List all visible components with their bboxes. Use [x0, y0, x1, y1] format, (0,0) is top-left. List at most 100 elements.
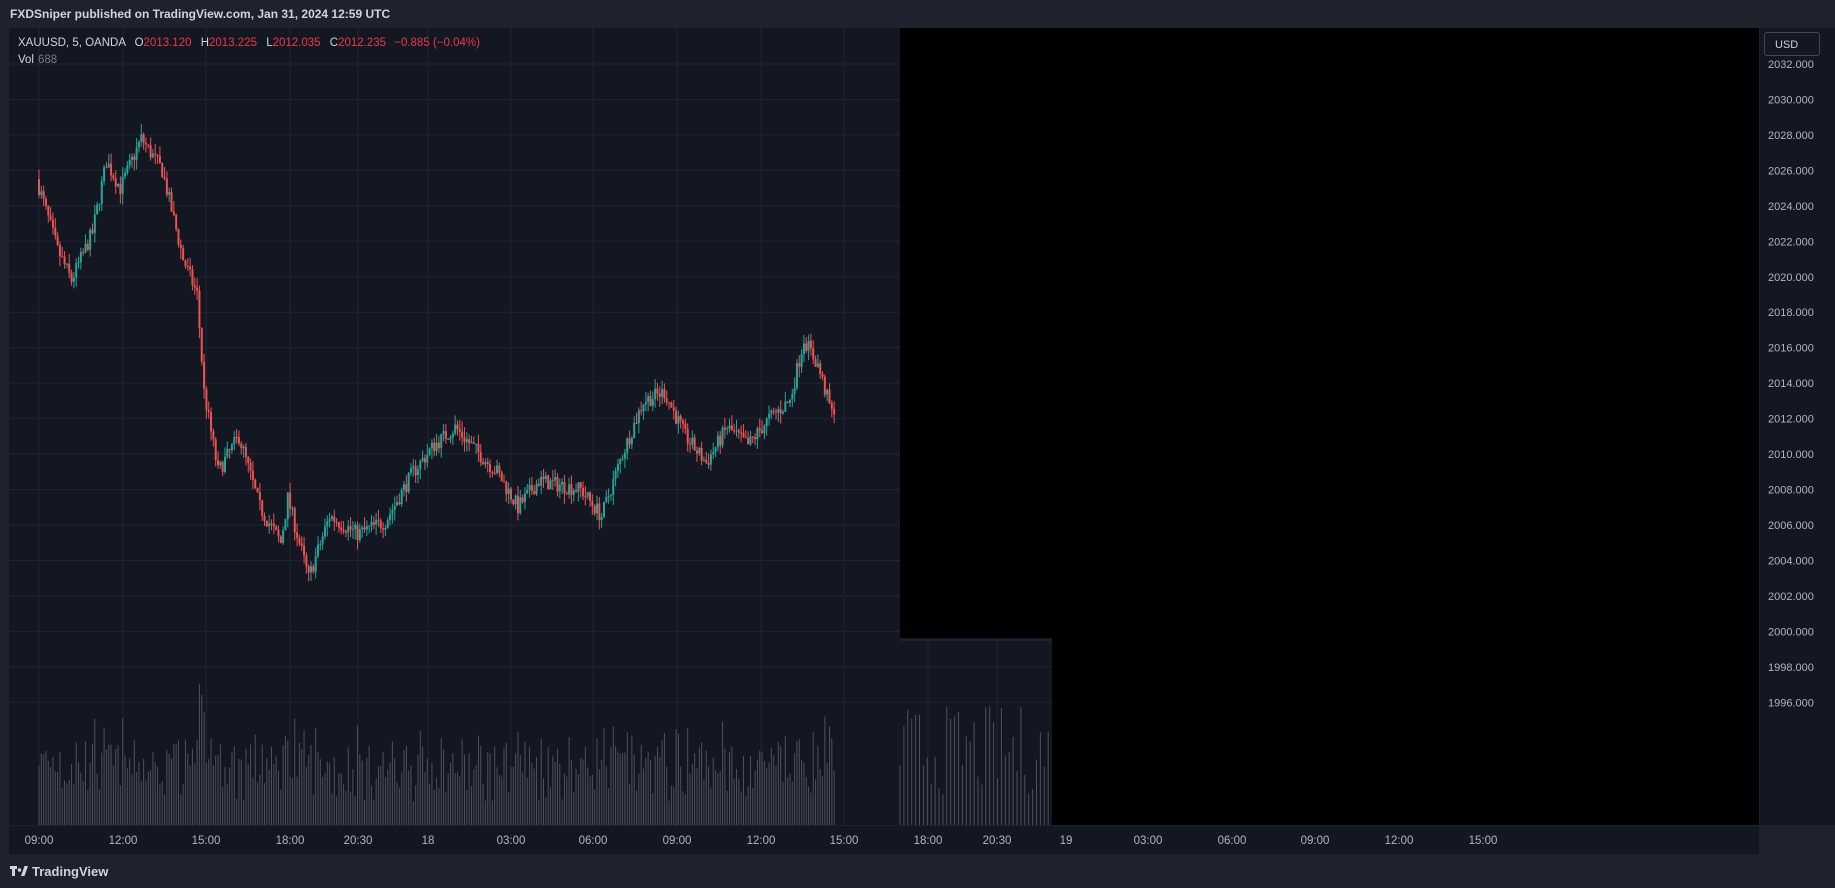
- candle-body: [826, 389, 829, 395]
- candle-body: [440, 433, 443, 449]
- open-value: 2013.120: [143, 37, 192, 49]
- low-value: 2012.035: [272, 37, 321, 49]
- candle-body: [493, 472, 496, 474]
- candle-body: [330, 516, 333, 520]
- candle-body: [623, 452, 626, 459]
- time-axis[interactable]: 09:00 12:00 15:00 18:00 20:30 18 03:00 06:00 09:…: [9, 826, 1759, 854]
- candle-body: [96, 204, 99, 215]
- candle-body: [647, 396, 650, 402]
- candle-body: [695, 450, 698, 454]
- candle-body: [698, 447, 701, 454]
- currency-button[interactable]: USD: [1764, 32, 1820, 56]
- candle-body: [391, 510, 394, 515]
- candle-body: [451, 433, 454, 438]
- candle-body: [800, 354, 803, 367]
- time-tick-label: 03:00: [497, 835, 526, 847]
- candle-body: [319, 544, 322, 546]
- candle-body: [712, 452, 715, 455]
- candle-body: [616, 464, 619, 471]
- candle-body: [556, 477, 559, 492]
- tradingview-brand[interactable]: TradingView: [10, 864, 108, 879]
- candle-body: [131, 156, 133, 160]
- candle-body: [454, 424, 457, 434]
- candle-body: [793, 388, 796, 394]
- candle-body: [812, 348, 815, 360]
- candle-body: [275, 526, 278, 530]
- candle-body: [114, 178, 117, 187]
- candle-body: [456, 424, 459, 430]
- candle-body: [349, 526, 352, 530]
- candle-body: [649, 396, 652, 406]
- candle-body: [716, 435, 719, 448]
- candle-body: [468, 439, 471, 444]
- candle-body: [442, 431, 445, 434]
- candle-body: [779, 409, 782, 414]
- candle-body: [586, 492, 589, 497]
- time-tick-label: 09:00: [25, 835, 54, 847]
- candle-body: [389, 514, 392, 521]
- candle-body: [714, 447, 717, 453]
- candle-body: [72, 277, 75, 282]
- time-tick-label: 20:30: [983, 835, 1012, 847]
- price-tick-label: 2014.000: [1768, 378, 1814, 390]
- candle-body: [470, 442, 473, 444]
- candle-body: [503, 481, 505, 483]
- candle-body: [821, 374, 824, 377]
- candle-body: [582, 487, 585, 497]
- candle-body: [147, 144, 150, 146]
- candle-body: [377, 519, 380, 521]
- candle-body: [533, 491, 536, 495]
- candle-body: [744, 437, 747, 439]
- candle-body: [277, 529, 280, 537]
- candle-body: [305, 555, 308, 567]
- legend-symbol[interactable]: XAUUSD, 5, OANDA: [18, 37, 126, 49]
- candle-body: [200, 327, 203, 362]
- candle-body: [519, 497, 522, 514]
- candle-body: [523, 493, 526, 503]
- candle-body: [754, 437, 757, 440]
- time-tick-label: 15:00: [1469, 835, 1498, 847]
- candle-body: [314, 556, 317, 572]
- candle-body: [514, 495, 517, 505]
- candle-body: [196, 287, 199, 291]
- candle-body: [788, 399, 791, 403]
- candle-body: [268, 523, 271, 527]
- candle-body: [363, 527, 366, 530]
- candle-body: [144, 142, 147, 145]
- candle-body: [414, 466, 417, 475]
- candle-body: [505, 481, 508, 495]
- price-tick-label: 1998.000: [1768, 662, 1814, 674]
- price-axis-labels: 2032.000 2030.000 2028.000 2026.000 2024.000…: [1768, 59, 1814, 709]
- candle-body: [212, 431, 215, 440]
- open-label: O: [134, 37, 144, 49]
- close-label: C: [329, 37, 339, 49]
- candle-body: [795, 363, 798, 389]
- candle-body: [272, 523, 275, 527]
- price-axis[interactable]: 2032.000 2030.000 2028.000 2026.000 2024.000…: [1760, 28, 1835, 825]
- candle-body: [544, 475, 547, 479]
- candle-body: [68, 263, 71, 273]
- candle-body: [237, 437, 240, 444]
- time-tick-label: 06:00: [1218, 835, 1247, 847]
- candle-body: [65, 263, 68, 265]
- volume-label[interactable]: Vol: [18, 54, 34, 66]
- price-tick-label: 2030.000: [1768, 94, 1814, 106]
- candle-body: [293, 508, 296, 533]
- candle-body: [551, 480, 554, 482]
- candle-body: [112, 175, 115, 179]
- candle-body: [207, 409, 210, 412]
- candle-body: [228, 448, 231, 451]
- candle-body: [761, 430, 764, 434]
- candle-body: [161, 163, 164, 178]
- candle-body: [686, 428, 689, 444]
- candle-body: [786, 401, 789, 403]
- price-chart[interactable]: [9, 28, 1759, 825]
- candle-body: [221, 461, 224, 472]
- candle-body: [191, 269, 194, 286]
- candle-body: [607, 496, 610, 498]
- candle-body: [384, 528, 387, 530]
- chart-pane[interactable]: [9, 28, 1759, 825]
- candle-body: [614, 470, 617, 480]
- candle-body: [261, 500, 264, 517]
- candle-body: [612, 479, 615, 496]
